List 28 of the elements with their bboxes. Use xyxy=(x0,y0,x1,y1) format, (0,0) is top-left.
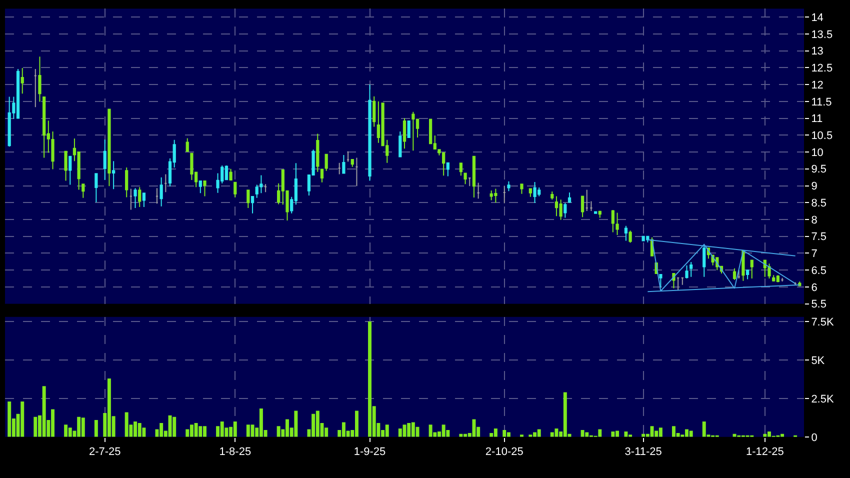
x-tick-label: 2-10-25 xyxy=(485,446,524,458)
y-tick-label: 6.5 xyxy=(811,264,826,277)
y-tick-label: 7.5 xyxy=(811,231,826,244)
y-tick-label: 13 xyxy=(811,46,824,58)
x-tick-label: 1-9-25 xyxy=(354,446,386,458)
y-tick-label: 5K xyxy=(811,354,826,367)
y-tick-label: 7.5K xyxy=(811,316,834,328)
y-tick-label: 12 xyxy=(811,79,824,92)
y-tick-label: 8.5 xyxy=(811,197,826,210)
y-tick-label: 12.5 xyxy=(811,62,833,75)
x-tick-label: 1-12-25 xyxy=(746,446,784,458)
y-tick-label: 11 xyxy=(811,113,823,126)
y-tick-label: 8 xyxy=(811,214,818,226)
y-tick-label: 5.5 xyxy=(811,298,826,311)
y-tick-label: 0 xyxy=(811,432,818,444)
y-tick-label: 11.5 xyxy=(811,96,832,108)
y-tick-label: 2.5K xyxy=(811,393,834,406)
x-tick-label: 2-7-25 xyxy=(88,446,121,458)
y-tick-label: 14 xyxy=(811,12,824,24)
y-tick-label: 9.5 xyxy=(811,164,826,176)
x-tick-label: 3-11-25 xyxy=(624,446,662,458)
y-tick-label: 7 xyxy=(811,248,818,260)
y-tick-label: 6 xyxy=(811,282,818,294)
x-tick-label: 1-8-25 xyxy=(219,446,252,458)
y-tick-label: 10 xyxy=(811,146,824,159)
y-tick-label: 9 xyxy=(811,180,818,193)
y-tick-label: 13.5 xyxy=(811,28,833,41)
y-tick-label: 10.5 xyxy=(811,130,833,142)
